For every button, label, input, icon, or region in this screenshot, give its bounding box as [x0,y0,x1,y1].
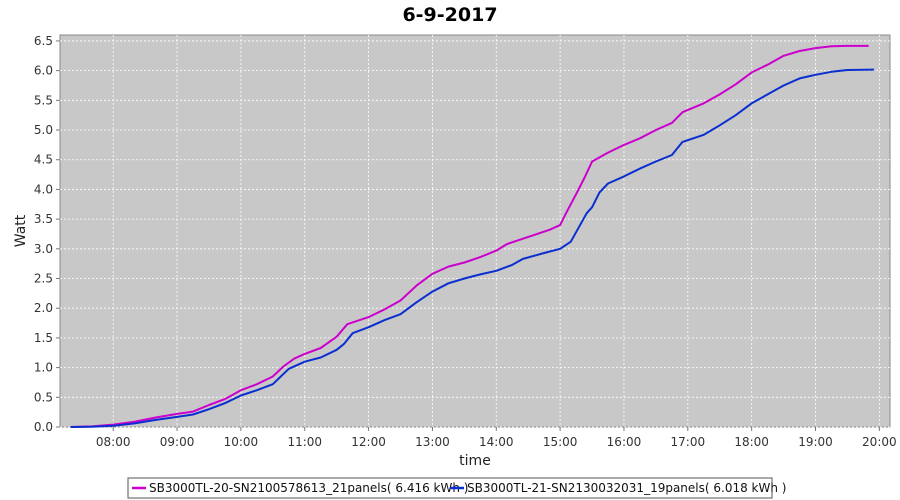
legend-label: SB3000TL-21-SN2130032031_19panels( 6.018… [467,481,786,495]
y-tick-label: 6.5 [34,34,53,48]
y-axis-label: Watt [13,214,29,247]
y-tick-label: 1.5 [34,331,53,345]
y-tick-label: 4.0 [34,182,53,196]
x-tick-label: 20:00 [862,435,897,449]
x-tick-label: 08:00 [96,435,131,449]
grid-layer [60,35,890,428]
series-line-2 [70,68,875,428]
x-tick-label: 09:00 [160,435,195,449]
x-tick-label: 16:00 [607,435,642,449]
y-tick-label: 5.0 [34,123,53,137]
y-tick-label: 3.5 [34,212,53,226]
x-tick-label: 10:00 [224,435,259,449]
x-tick-label: 18:00 [734,435,769,449]
x-tick-label: 19:00 [798,435,833,449]
y-tick-label: 2.0 [34,301,53,315]
legend: SB3000TL-20-SN2100578613_21panels( 6.416… [127,477,786,499]
x-tick-label: 14:00 [479,435,514,449]
y-tick-label: 0.5 [34,390,53,404]
y-tick-label: 6.0 [34,64,53,78]
x-axis-label: time [459,453,491,469]
chart-title: 6-9-2017 [402,4,497,26]
y-tick-label: 0.0 [34,420,53,434]
legend-items: SB3000TL-20-SN2100578613_21panels( 6.416… [132,481,786,495]
tick-layer: 08:00 09:00 10:00 11:00 12:00 13:00 14:00 15:00… [34,34,897,449]
x-tick-label: 11:00 [287,435,322,449]
x-tick-label: 15:00 [543,435,578,449]
y-tick-label: 3.0 [34,242,53,256]
y-tick-label: 4.5 [34,153,53,167]
y-tick-label: 1.0 [34,361,53,375]
series-layer [70,44,875,428]
x-tick-label: 17:00 [671,435,706,449]
y-tick-label: 5.5 [34,93,53,107]
legend-label: SB3000TL-20-SN2100578613_21panels( 6.416… [149,481,468,495]
x-tick-label: 12:00 [351,435,386,449]
series-line-1 [70,44,869,428]
y-tick-label: 2.5 [34,272,53,286]
x-tick-label: 13:00 [415,435,450,449]
plot-area [59,34,891,428]
